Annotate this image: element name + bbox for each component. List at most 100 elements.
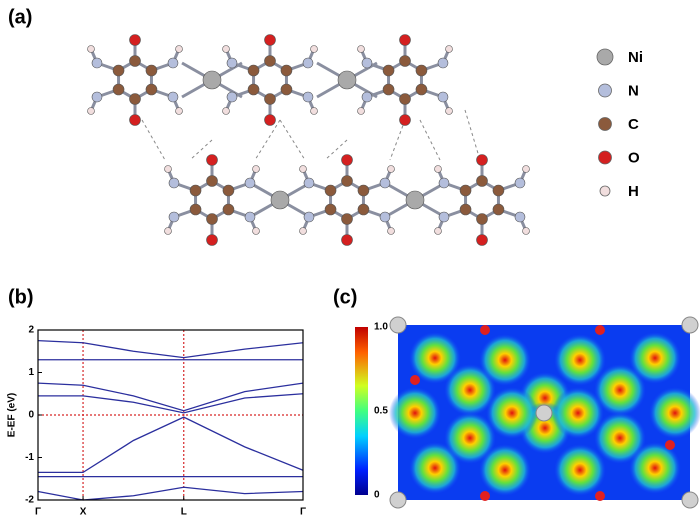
atom xyxy=(379,211,391,223)
atom xyxy=(302,91,314,103)
density-blob xyxy=(479,444,531,496)
atom xyxy=(222,184,235,197)
density-blob xyxy=(554,334,606,386)
atom xyxy=(226,91,238,103)
atom xyxy=(387,165,395,173)
o-atom xyxy=(595,325,605,335)
atom xyxy=(341,234,353,246)
legend-label: O xyxy=(628,149,640,166)
ni-atom xyxy=(389,491,407,509)
panel-label: (a) xyxy=(8,6,32,28)
density-blob xyxy=(649,387,700,439)
atom xyxy=(514,211,526,223)
legend-label: Ni xyxy=(628,49,643,66)
atom xyxy=(459,203,472,216)
atom xyxy=(91,57,103,69)
atom xyxy=(299,165,307,173)
o-atom xyxy=(595,491,605,501)
hydrogen-bond xyxy=(464,109,481,161)
atom xyxy=(264,34,276,46)
panel-label: (b) xyxy=(8,286,34,308)
atom xyxy=(476,234,488,246)
atom xyxy=(476,175,488,187)
panel-label: (c) xyxy=(333,286,357,308)
density-blob xyxy=(594,412,646,464)
atom xyxy=(167,91,179,103)
ni-atom xyxy=(681,491,699,509)
atom xyxy=(280,64,293,77)
hydrogen-bond xyxy=(389,119,406,161)
density-blob xyxy=(409,332,461,384)
atom xyxy=(337,70,357,90)
atom xyxy=(164,227,172,235)
atom xyxy=(252,227,260,235)
ni-atom xyxy=(681,316,699,334)
atom xyxy=(145,64,158,77)
y-tick-label: 0 xyxy=(28,410,34,421)
colorbar-label: 1.0 xyxy=(374,322,388,333)
atom xyxy=(129,114,141,126)
density-blob xyxy=(594,364,646,416)
hydrogen-bond xyxy=(419,119,441,161)
atom xyxy=(476,154,488,166)
atom xyxy=(206,213,218,225)
atom xyxy=(514,177,526,189)
atom xyxy=(129,55,141,67)
atom xyxy=(379,177,391,189)
atom xyxy=(310,45,318,53)
legend-swatch xyxy=(598,117,612,131)
atom xyxy=(357,203,370,216)
atom xyxy=(112,64,125,77)
atom xyxy=(303,177,315,189)
legend-swatch xyxy=(596,48,614,66)
legend-swatch xyxy=(598,83,612,98)
atom xyxy=(91,91,103,103)
atom xyxy=(264,114,276,126)
y-tick-label: 2 xyxy=(28,325,34,336)
atom xyxy=(222,203,235,216)
atom xyxy=(247,64,260,77)
o-atom xyxy=(480,325,490,335)
atom xyxy=(244,211,256,223)
atom xyxy=(303,211,315,223)
atom xyxy=(189,203,202,216)
atom xyxy=(341,213,353,225)
atom xyxy=(302,57,314,69)
density-blob xyxy=(479,334,531,386)
atom xyxy=(459,184,472,197)
atom xyxy=(112,83,125,96)
x-tick-label: L xyxy=(181,507,187,518)
atom xyxy=(357,45,365,53)
density-blob xyxy=(629,332,681,384)
atom xyxy=(399,93,411,105)
atom xyxy=(492,184,505,197)
atom xyxy=(522,227,530,235)
density-blob xyxy=(389,387,441,439)
atom xyxy=(324,203,337,216)
atom xyxy=(202,70,222,90)
atom xyxy=(438,211,450,223)
atom xyxy=(437,57,449,69)
atom xyxy=(382,64,395,77)
atom xyxy=(415,83,428,96)
band-line xyxy=(37,382,304,412)
atom xyxy=(399,55,411,67)
atom xyxy=(222,107,230,115)
band-line xyxy=(37,339,304,359)
density-blob xyxy=(552,387,604,439)
y-tick-label: -2 xyxy=(25,495,34,506)
atom xyxy=(399,34,411,46)
y-tick-label: -1 xyxy=(25,452,34,463)
atom xyxy=(226,57,238,69)
atom xyxy=(405,190,425,210)
atom xyxy=(270,190,290,210)
legend-swatch xyxy=(598,150,612,165)
atom xyxy=(361,91,373,103)
colorbar-label: 0 xyxy=(374,490,380,501)
o-atom xyxy=(410,375,420,385)
atom xyxy=(264,55,276,67)
atom xyxy=(399,114,411,126)
atom xyxy=(247,83,260,96)
atom xyxy=(310,107,318,115)
